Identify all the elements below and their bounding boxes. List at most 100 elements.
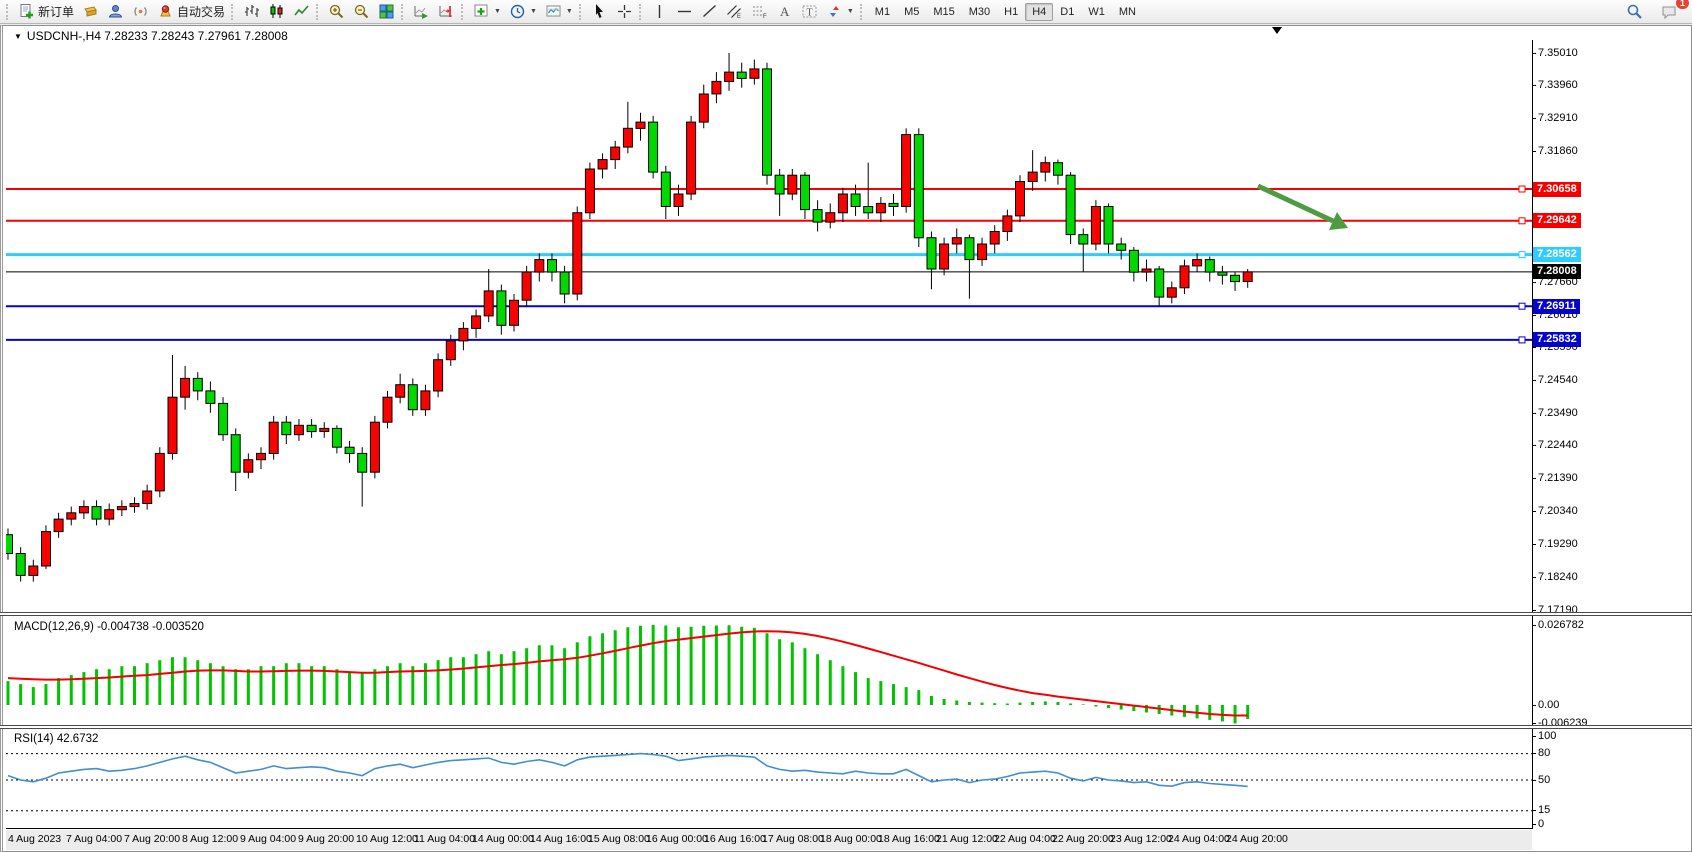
gold-cube-icon	[82, 3, 99, 20]
axis-tick-label: 100	[1531, 729, 1557, 742]
label-icon: T	[801, 3, 818, 20]
chevron-down-icon: ▼	[529, 8, 537, 15]
candlestick-chart[interactable]	[6, 40, 1532, 613]
trendline-icon	[701, 3, 718, 20]
tile-windows-button[interactable]	[374, 1, 399, 22]
time-axis-label: 24 Aug 20:00	[1226, 833, 1288, 845]
rsi-line	[7, 752, 1248, 788]
axis-tick-label: 80	[1531, 747, 1551, 760]
price-axis-line	[1532, 40, 1533, 829]
templates-button[interactable]: ▼	[541, 1, 577, 22]
time-axis-label: 23 Aug 12:00	[1110, 833, 1172, 845]
channel-button[interactable]: E	[722, 1, 747, 22]
toolbar-grip[interactable]	[316, 3, 321, 20]
timeframe-button-m5[interactable]: M5	[904, 5, 920, 18]
time-axis-label: 17 Aug 08:00	[762, 833, 824, 845]
timeframe-button-m1[interactable]: M1	[874, 5, 891, 18]
axis-tick-label: 7.35010	[1532, 46, 1578, 59]
pane-splitter[interactable]	[0, 725, 1692, 729]
horizontal-levels[interactable]	[6, 185, 1532, 344]
profile-button[interactable]	[103, 1, 128, 22]
timeframe-button-mn[interactable]: MN	[1118, 5, 1136, 18]
new-order-button[interactable]: 新订单	[14, 1, 78, 22]
axis-tick-label: 0.00	[1531, 698, 1560, 711]
periods-button[interactable]: ▼	[505, 1, 541, 22]
text-button[interactable]: A	[772, 1, 797, 22]
line-chart-button[interactable]	[289, 1, 314, 22]
time-axis-label: 22 Aug 20:00	[1052, 833, 1114, 845]
collapse-triangle-icon[interactable]	[1272, 27, 1282, 34]
new-order-button-label: 新订单	[38, 5, 75, 19]
trendline-button[interactable]	[697, 1, 722, 22]
channel-icon: E	[726, 3, 743, 20]
toolbar-grip[interactable]	[401, 3, 406, 20]
chevron-down-icon: ▼	[846, 8, 854, 15]
axis-tick-label: 7.23490	[1532, 406, 1578, 419]
bars-chart-icon	[243, 3, 260, 20]
main-chart-pane[interactable]	[6, 40, 1532, 613]
toolbar-grip[interactable]	[461, 3, 466, 20]
fibo-icon: F	[751, 3, 768, 20]
bar-chart-button[interactable]	[239, 1, 264, 22]
zoom-out-icon	[353, 3, 370, 20]
axis-tick-label: 7.31860	[1532, 144, 1578, 157]
timeframe-button-m30[interactable]: M30	[968, 5, 991, 18]
chart-title-text: USDCNH-,H4 7.28233 7.28243 7.27961 7.280…	[26, 29, 288, 43]
chart-shift-button[interactable]	[434, 1, 459, 22]
crosshair-button[interactable]	[612, 1, 637, 22]
time-axis[interactable]: 4 Aug 2023 7 Aug 04:00 7 Aug 20:00 8 Aug 12…	[6, 830, 1532, 850]
chat-button[interactable]: 1	[1657, 0, 1689, 22]
toolbar-grip[interactable]	[638, 3, 644, 20]
toolbar-grip[interactable]	[578, 3, 584, 20]
toolbar-grip[interactable]	[231, 3, 236, 20]
fibonacci-button[interactable]: F	[747, 1, 772, 22]
timeframe-button-w1[interactable]: W1	[1088, 5, 1105, 18]
vertical-line-button[interactable]	[647, 1, 672, 22]
time-axis-label: 14 Aug 00:00	[472, 833, 534, 845]
timeframe-button-h4[interactable]: H4	[1025, 2, 1054, 21]
timeframe-button-h1[interactable]: H1	[1004, 5, 1019, 18]
candlestick-chart-button[interactable]	[264, 1, 289, 22]
cursor-button[interactable]	[587, 1, 612, 22]
timeframe-button-d1[interactable]: D1	[1060, 5, 1075, 18]
macd-pane[interactable]: MACD(12,26,9) -0.004738 -0.003520	[6, 618, 1532, 726]
horizontal-line-button[interactable]	[672, 1, 697, 22]
rsi-pane[interactable]: RSI(14) 42.6732	[6, 730, 1532, 828]
price-level-label: 7.28008	[1533, 264, 1581, 280]
profile-icon	[107, 3, 124, 20]
trend-arrow-annotation[interactable]	[1256, 183, 1348, 230]
tile-windows-icon	[378, 3, 395, 20]
auto-trading-button[interactable]: 自动交易	[153, 1, 229, 22]
line-chart-icon	[293, 3, 310, 20]
time-axis-label: 4 Aug 2023	[8, 833, 62, 845]
price-level-label: 7.29642	[1533, 213, 1581, 229]
timeframe-button-m15[interactable]: M15	[933, 5, 955, 18]
search-button[interactable]	[1622, 1, 1647, 22]
chevron-down-icon: ▼	[494, 8, 501, 15]
chart-shift-icon	[438, 3, 455, 20]
auto-scroll-button[interactable]	[409, 1, 434, 22]
toolbar-grip[interactable]	[6, 3, 11, 20]
label-button[interactable]: T	[797, 1, 822, 22]
toolbar-grip[interactable]	[859, 3, 865, 20]
search-icon	[1626, 3, 1643, 20]
indicators-button[interactable]: ▼	[469, 1, 505, 22]
axis-tick-label: 50	[1531, 773, 1551, 786]
macd-chart[interactable]	[6, 618, 1532, 726]
signal-button[interactable]	[128, 1, 153, 22]
pane-splitter[interactable]	[0, 612, 1692, 616]
zoom-out-button[interactable]	[349, 1, 374, 22]
zoom-in-button[interactable]	[324, 1, 349, 22]
chart-title: ▼ USDCNH-,H4 7.28233 7.28243 7.27961 7.2…	[14, 29, 288, 43]
axis-tick-label: 0.026782	[1532, 618, 1584, 631]
macd-signal-line	[7, 630, 1248, 717]
market-watch-button[interactable]	[78, 1, 103, 22]
svg-text:T: T	[806, 8, 812, 19]
time-axis-label: 16 Aug 00:00	[646, 833, 708, 845]
arrows-button[interactable]: ▼	[822, 1, 858, 22]
macd-label: MACD(12,26,9) -0.004738 -0.003520	[14, 621, 204, 633]
chart-window[interactable]	[0, 25, 1692, 852]
rsi-chart[interactable]	[6, 730, 1532, 828]
axis-tick-label: 0	[1531, 817, 1545, 830]
chart-menu-triangle-icon[interactable]: ▼	[14, 31, 22, 41]
